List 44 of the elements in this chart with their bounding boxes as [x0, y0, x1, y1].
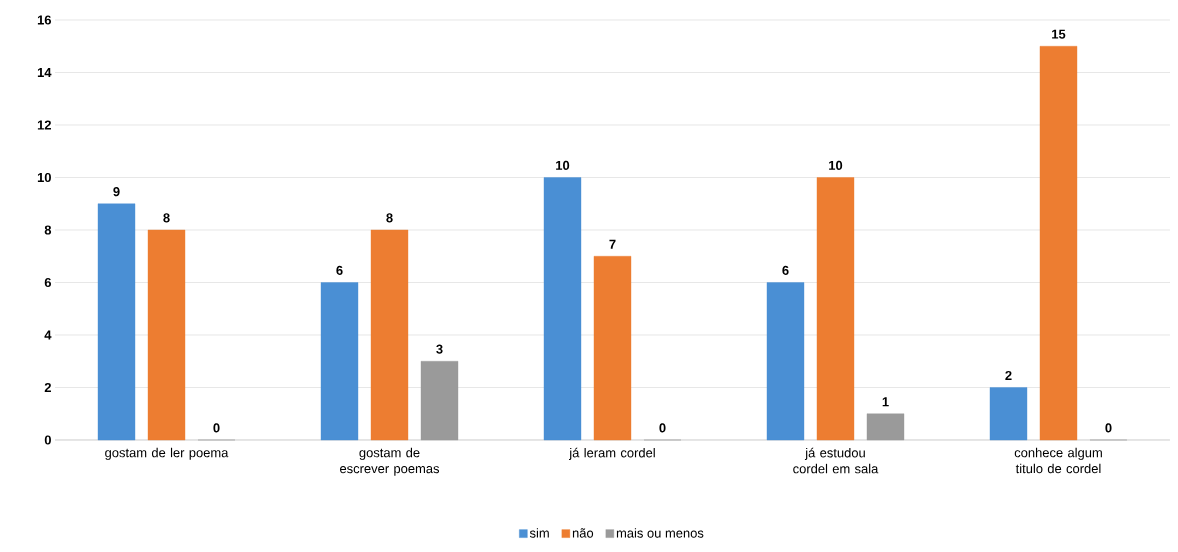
legend-label: mais ou menos — [616, 528, 704, 538]
x-tick-label: gostam de ler poema — [105, 447, 229, 460]
bar — [1039, 46, 1078, 441]
bar — [97, 203, 136, 441]
bar — [320, 282, 359, 441]
data-label: 10 — [556, 160, 570, 170]
data-label: 7 — [609, 239, 616, 249]
y-tick-label: 4 — [44, 330, 52, 340]
data-label: 3 — [436, 344, 443, 354]
legend-label: sim — [529, 528, 549, 538]
bar — [766, 282, 805, 441]
y-tick-label: 16 — [37, 15, 52, 25]
y-tick-label: 14 — [37, 68, 52, 77]
bar — [147, 229, 186, 441]
y-tick-label: 12 — [37, 120, 51, 130]
data-label: 6 — [336, 265, 343, 275]
bar — [866, 413, 905, 441]
bar — [816, 177, 855, 441]
y-tick-label: 10 — [37, 172, 51, 183]
data-label: 6 — [782, 265, 789, 275]
data-label: 15 — [1052, 29, 1066, 39]
x-tick-label: conhece algum titulo de cordel — [1014, 447, 1102, 474]
legend-label: não — [572, 528, 594, 538]
y-tick-label: 6 — [44, 277, 52, 288]
data-label: 2 — [1005, 370, 1012, 380]
y-tick-label: 2 — [44, 382, 51, 393]
data-label: 8 — [386, 213, 393, 223]
bar — [543, 177, 582, 441]
data-label: 1 — [882, 397, 889, 407]
bar — [370, 229, 409, 441]
bar — [420, 361, 459, 441]
data-label: 0 — [213, 423, 220, 433]
bar — [593, 256, 632, 441]
x-tick-label: já leram cordel — [569, 447, 655, 460]
data-label: 10 — [829, 160, 843, 170]
data-label: 9 — [113, 187, 120, 197]
x-tick-label: gostam de escrever poemas — [340, 447, 440, 476]
data-label: 8 — [163, 213, 170, 223]
bar — [989, 387, 1028, 441]
y-tick-label: 0 — [44, 435, 51, 445]
data-label: 0 — [659, 423, 666, 433]
y-tick-label: 8 — [44, 225, 52, 235]
x-tick-label: já estudou cordel em sala — [793, 447, 879, 474]
data-label: 0 — [1105, 423, 1112, 433]
